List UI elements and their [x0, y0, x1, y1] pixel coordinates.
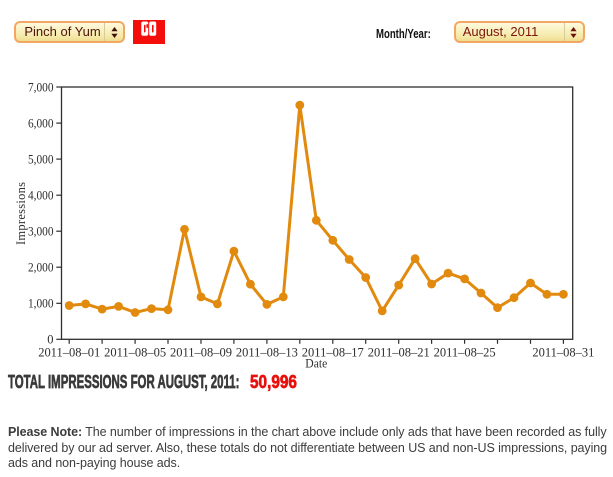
svg-text:Date: Date [305, 357, 327, 371]
svg-text:6,000: 6,000 [28, 116, 54, 130]
svg-text:2011–08–09: 2011–08–09 [170, 345, 232, 359]
svg-text:7,000: 7,000 [28, 80, 54, 94]
svg-text:2011–08–21: 2011–08–21 [368, 345, 430, 359]
svg-text:2011–08–25: 2011–08–25 [434, 345, 496, 359]
svg-text:5,000: 5,000 [28, 152, 54, 166]
svg-text:1,000: 1,000 [28, 297, 54, 311]
svg-text:0: 0 [47, 333, 53, 347]
svg-text:2011–08–05: 2011–08–05 [104, 345, 166, 359]
svg-text:2011–08–17: 2011–08–17 [302, 345, 364, 359]
svg-text:2011–08–01: 2011–08–01 [38, 345, 100, 359]
svg-text:2,000: 2,000 [28, 261, 54, 275]
svg-text:2011–08–31: 2011–08–31 [532, 345, 594, 359]
svg-text:3,000: 3,000 [28, 225, 54, 239]
svg-text:4,000: 4,000 [28, 189, 54, 203]
svg-text:2011–08–13: 2011–08–13 [236, 345, 298, 359]
svg-text:Impressions: Impressions [14, 182, 28, 245]
